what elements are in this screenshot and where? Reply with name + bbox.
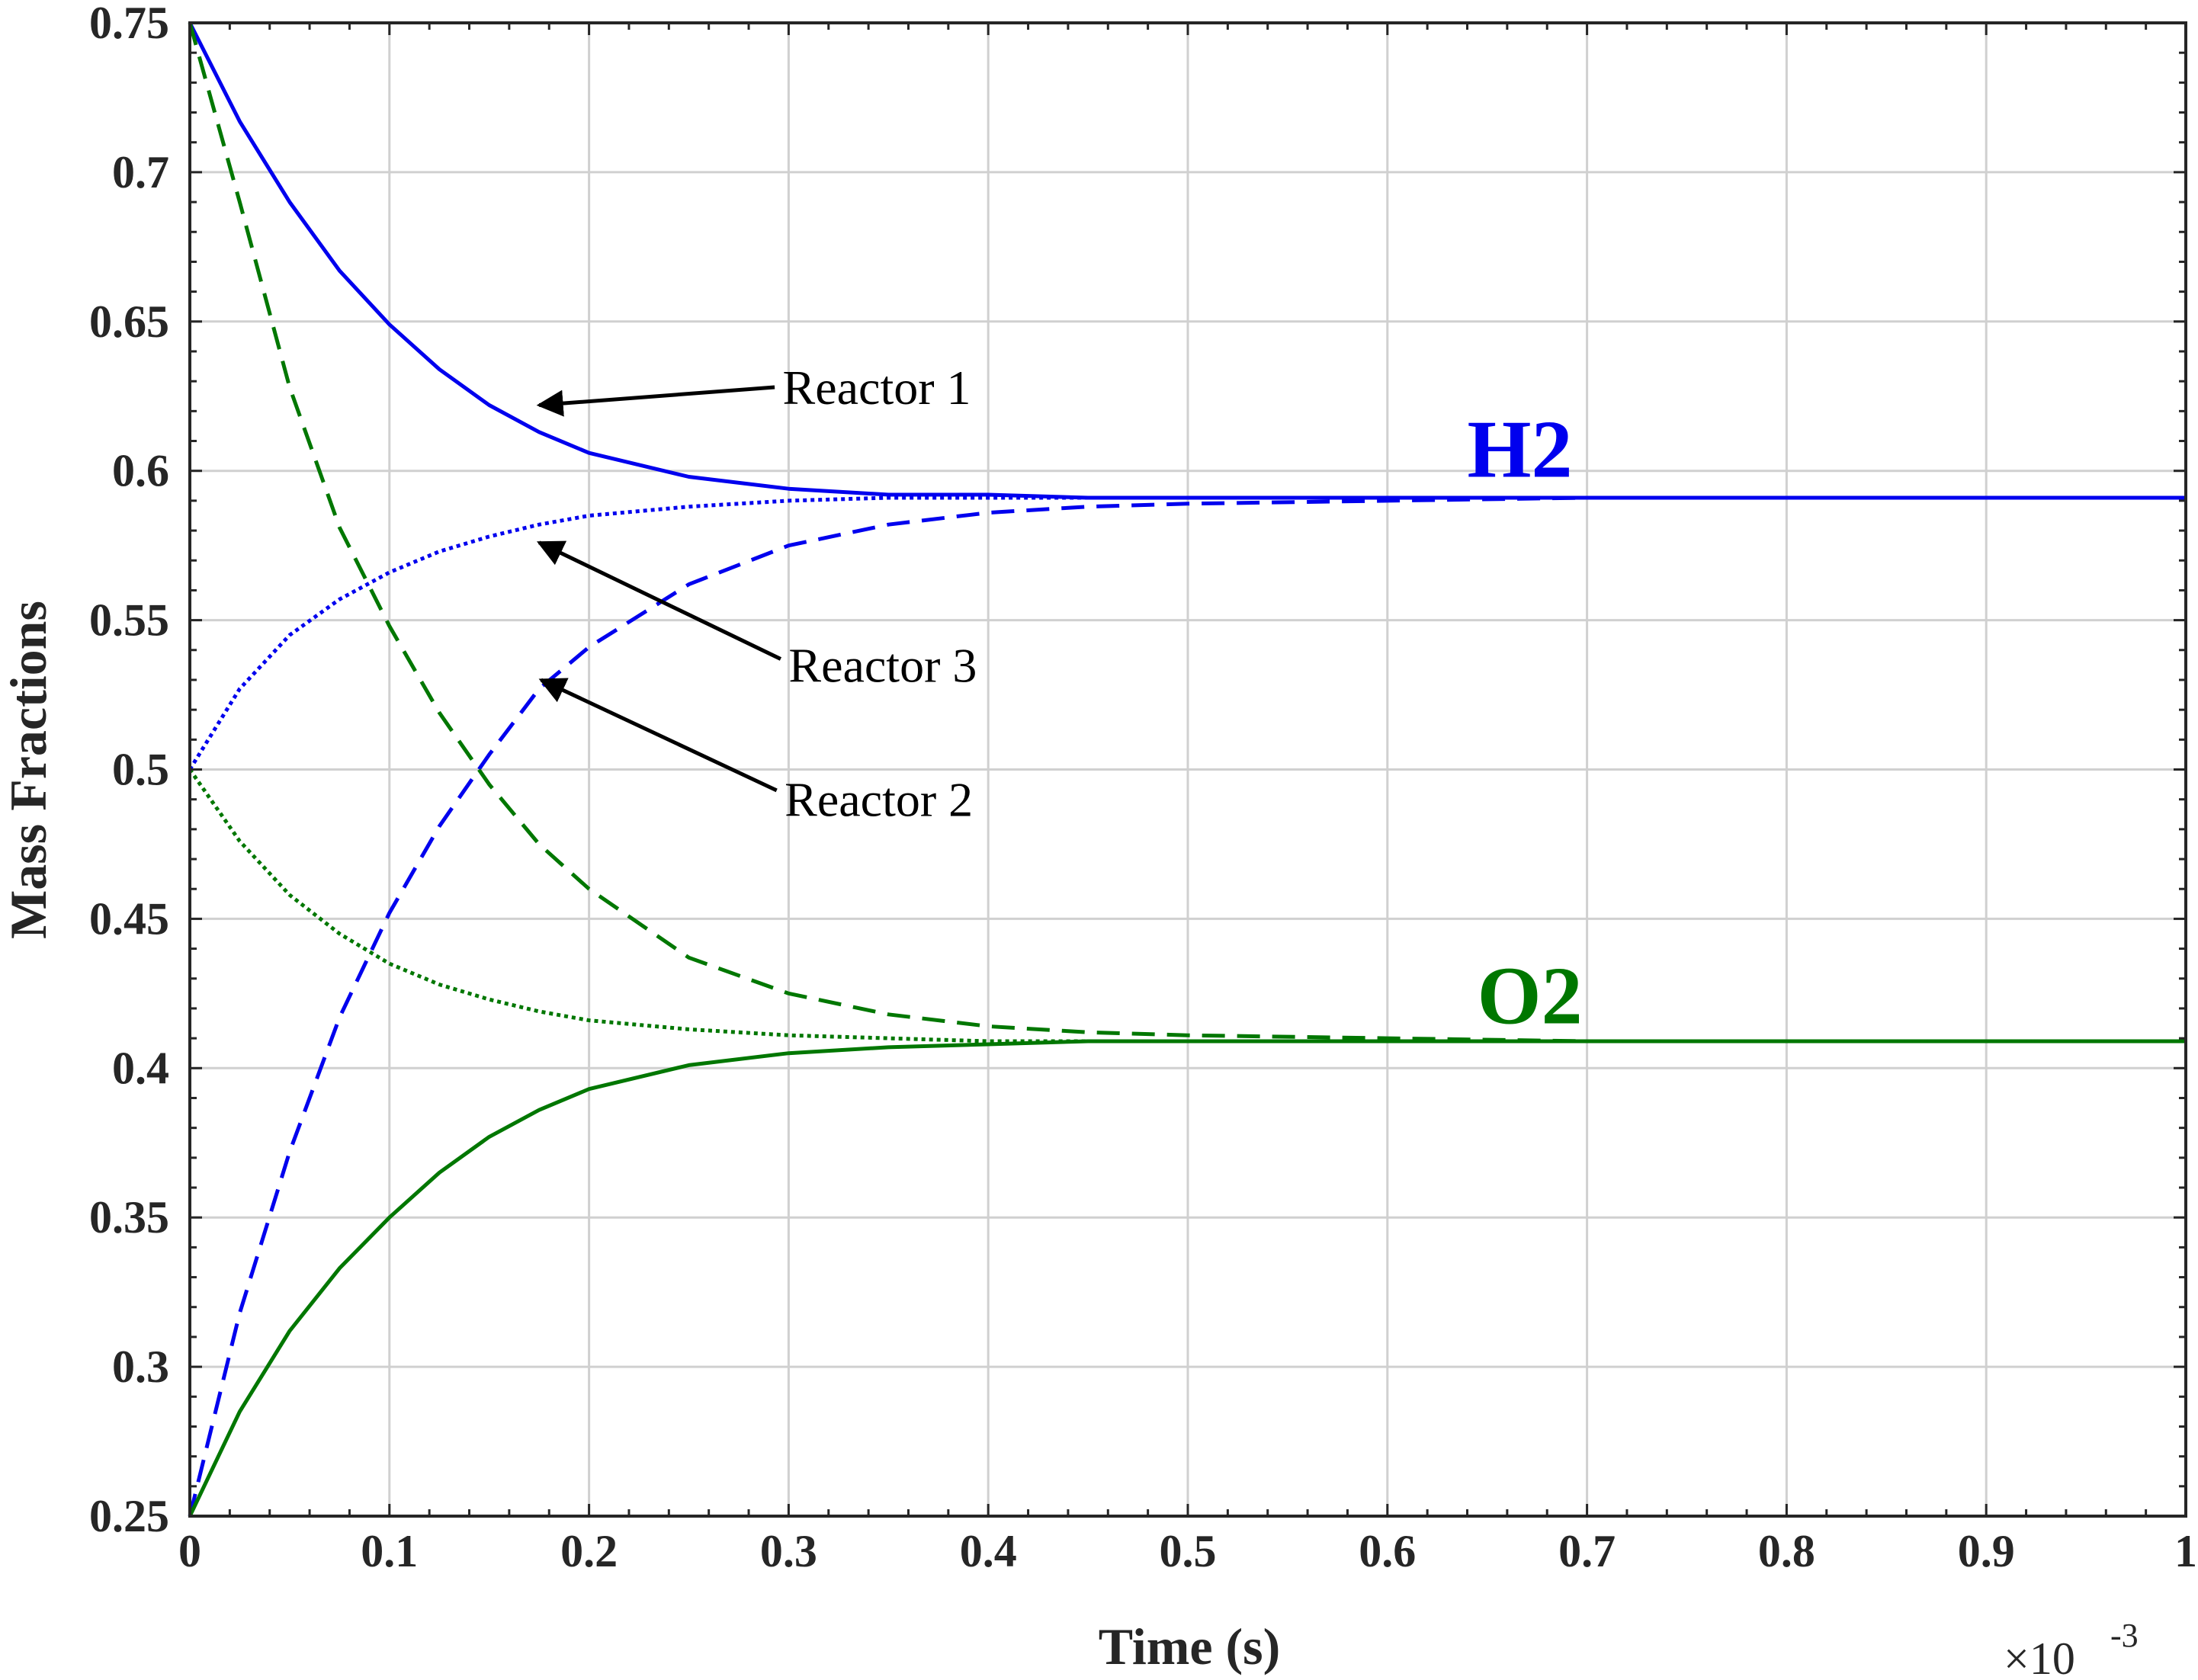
y-tick-label: 0.5 [112, 745, 169, 795]
x-tick-label: 0 [178, 1526, 201, 1576]
x-axis-label: Time (s) [1099, 1617, 1281, 1675]
x-multiplier-base: ×10 [2004, 1634, 2075, 1680]
y-tick-label: 0.35 [89, 1192, 169, 1242]
x-tick-label: 0.5 [1160, 1526, 1217, 1576]
annotation-arrow [536, 540, 782, 661]
series-o2-reactor-3 [188, 768, 2186, 1044]
x-multiplier-exponent: -3 [2110, 1617, 2139, 1654]
series-o2-reactor-2 [188, 22, 2186, 1044]
species-label-o2: O2 [1478, 951, 1583, 1042]
y-tick-label: 0.6 [112, 446, 169, 496]
y-tick-label: 0.3 [112, 1342, 169, 1392]
x-tick-label: 0.3 [760, 1526, 817, 1576]
y-axis-label: Mass Fractions [0, 601, 57, 939]
series-h2-reactor-3 [188, 495, 2186, 771]
x-tick-label: 0.4 [960, 1526, 1017, 1576]
y-tick-label: 0.55 [89, 595, 169, 646]
grid [188, 21, 2187, 1518]
x-tick-label: 0.2 [560, 1526, 618, 1576]
tick-labels: 0 0.1 0.2 0.3 0.4 0.5 0.6 0.7 0.8 0.9 1 0.25 0.3 0.35… [89, 0, 2197, 1576]
y-tick-label: 0.45 [89, 893, 169, 944]
x-tick-label: 0.1 [361, 1526, 418, 1576]
x-tick-label: 1 [2174, 1526, 2197, 1576]
annotation-label: Reactor 3 [788, 638, 977, 692]
axes [188, 21, 2187, 1518]
annotation-arrow [538, 678, 778, 793]
y-tick-label: 0.25 [89, 1491, 169, 1541]
annotation-label: Reactor 1 [783, 361, 971, 415]
x-tick-label: 0.8 [1758, 1526, 1815, 1576]
x-tick-label: 0.7 [1558, 1526, 1616, 1576]
annotation-label: Reactor 2 [785, 773, 973, 827]
y-tick-label: 0.65 [89, 297, 169, 347]
annotation-arrow [536, 385, 775, 417]
x-tick-label: 0.6 [1359, 1526, 1416, 1576]
y-tick-label: 0.75 [89, 0, 169, 48]
species-label-h2: H2 [1468, 405, 1573, 495]
x-tick-label: 0.9 [1958, 1526, 2015, 1576]
plot-series [188, 21, 2186, 1518]
y-tick-label: 0.7 [112, 147, 169, 197]
y-tick-label: 0.4 [112, 1043, 169, 1093]
annotations: H2 O2 Reactor 1 Reactor 3 Reactor 2 [536, 361, 1583, 1042]
x-axis-multiplier: ×10 -3 [2004, 1617, 2139, 1680]
